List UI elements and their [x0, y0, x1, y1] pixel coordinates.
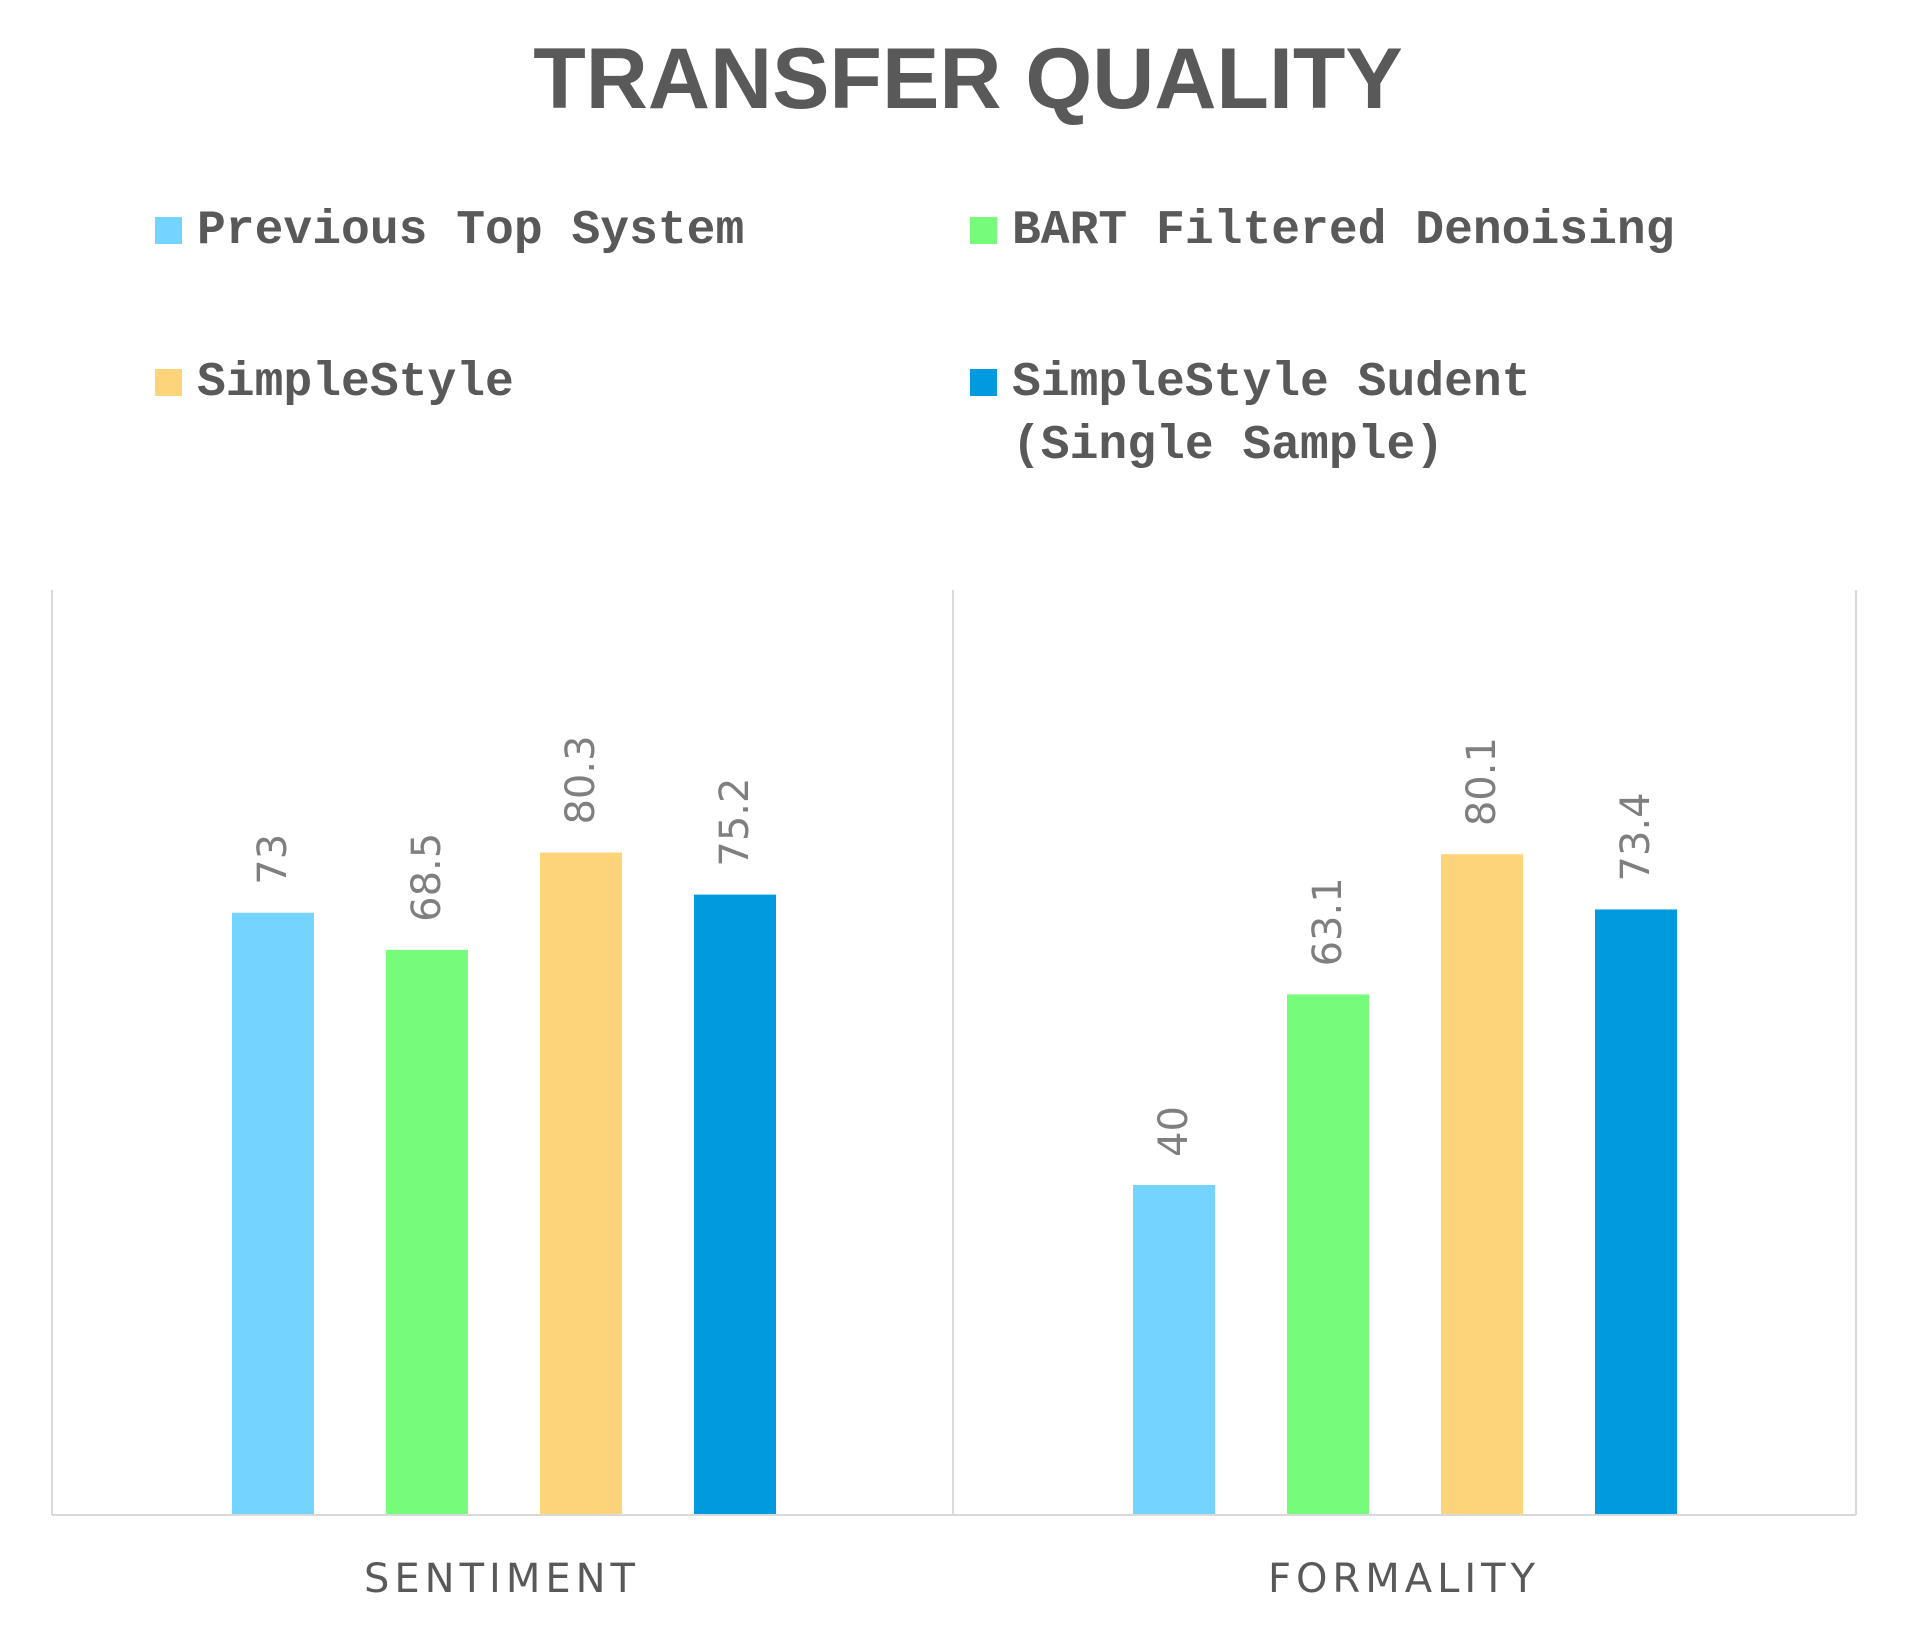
data-label-formality-simplestyle: 80.1	[1459, 737, 1505, 826]
bar-formality-simplestyle	[1441, 854, 1523, 1515]
data-labels: 73 68.5 80.3 75.2 40 63.1 80.1 73.4	[250, 735, 1659, 1157]
legend-label-bart-filtered-denoising: BART Filtered Denoising	[1012, 204, 1675, 258]
category-label-sentiment: SENTIMENT	[364, 1556, 640, 1602]
data-label-sentiment-simplestyle: 80.3	[558, 735, 604, 824]
legend-swatch-simplestyle	[155, 369, 182, 396]
data-label-sentiment-bart-filtered-denoising: 68.5	[404, 833, 450, 922]
data-label-formality-bart-filtered-denoising: 63.1	[1305, 877, 1351, 966]
legend: Previous Top System BART Filtered Denoisi…	[155, 204, 1675, 473]
legend-swatch-previous-top-system	[155, 217, 182, 244]
bar-formality-simplestyle-sudent-single-sample	[1595, 909, 1677, 1515]
data-label-formality-simplestyle-sudent-single-sample: 73.4	[1613, 792, 1659, 881]
bar-formality-bart-filtered-denoising	[1287, 994, 1369, 1515]
legend-label-previous-top-system: Previous Top System	[197, 204, 744, 258]
data-label-sentiment-previous-top-system: 73	[250, 834, 296, 885]
data-label-sentiment-simplestyle-sudent-single-sample: 75.2	[712, 778, 758, 867]
bars	[232, 852, 1677, 1515]
bar-sentiment-bart-filtered-denoising	[386, 949, 468, 1515]
legend-label-simplestyle-sudent-single-sample: SimpleStyle Sudent (Single Sample)	[1012, 356, 1530, 473]
data-label-formality-previous-top-system: 40	[1151, 1106, 1197, 1157]
bar-formality-previous-top-system	[1133, 1185, 1215, 1515]
bar-sentiment-simplestyle-sudent-single-sample	[694, 894, 776, 1515]
legend-swatch-simplestyle-sudent-single-sample	[970, 369, 997, 396]
chart-title: TRANSFER QUALITY	[533, 31, 1403, 127]
plot-area: 73 68.5 80.3 75.2 40 63.1 80.1 73.4	[51, 590, 1857, 1516]
bar-sentiment-previous-top-system	[232, 912, 314, 1515]
category-label-formality: FORMALITY	[1268, 1556, 1540, 1602]
legend-label-simplestyle: SimpleStyle	[197, 356, 514, 410]
legend-swatch-bart-filtered-denoising	[970, 217, 997, 244]
category-labels: SENTIMENT FORMALITY	[364, 1556, 1540, 1602]
bar-sentiment-simplestyle	[540, 852, 622, 1515]
